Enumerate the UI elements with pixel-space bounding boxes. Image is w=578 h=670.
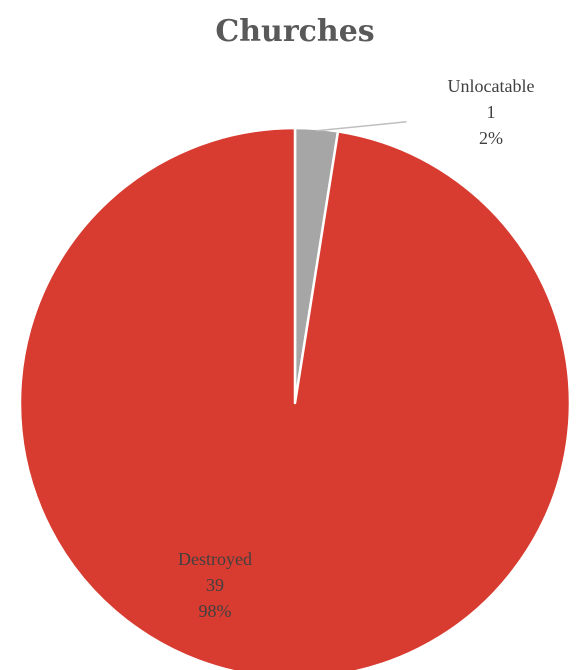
slice-label-destroyed-name: Destroyed — [178, 549, 252, 569]
pie-slice-destroyed — [18, 126, 572, 670]
pie-labels: Unlocatable 1 2% Destroyed 39 98% — [178, 76, 534, 621]
slice-label-destroyed-percent: 98% — [199, 601, 232, 621]
chart-title: Churches — [215, 14, 374, 49]
slice-label-unlocatable-name: Unlocatable — [448, 76, 535, 96]
slice-label-unlocatable-value: 1 — [487, 102, 496, 122]
leader-line-unlocatable — [316, 121, 407, 132]
pie-slices — [18, 126, 572, 670]
slice-label-unlocatable-percent: 2% — [479, 128, 503, 148]
slice-label-destroyed-value: 39 — [206, 575, 224, 595]
